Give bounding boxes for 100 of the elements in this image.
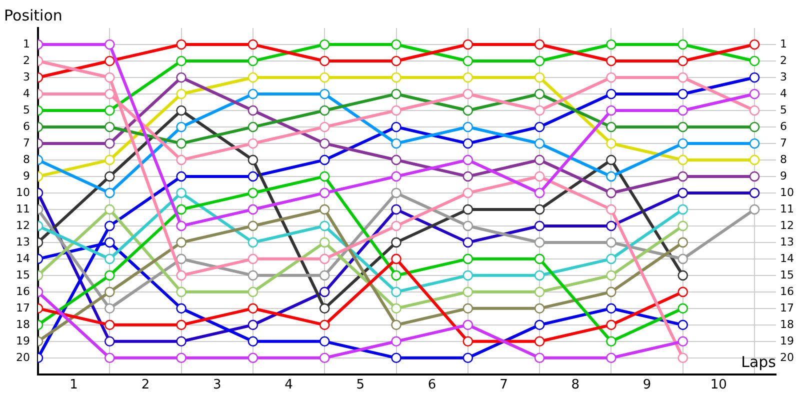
y2-tick-label: 17 <box>780 301 794 314</box>
point <box>391 72 402 83</box>
point <box>391 352 402 364</box>
point <box>678 171 688 182</box>
y-tick-label: 15 <box>16 268 30 282</box>
point <box>534 336 545 347</box>
point <box>319 204 330 215</box>
point <box>104 72 115 83</box>
point <box>678 138 688 149</box>
point <box>248 88 258 100</box>
point <box>319 254 330 264</box>
point <box>248 254 258 264</box>
point <box>176 154 186 166</box>
point <box>606 286 616 298</box>
point <box>104 270 115 281</box>
y2-tick-label: 7 <box>780 136 788 150</box>
point <box>462 154 474 166</box>
y-tick-label: 2 <box>22 54 30 67</box>
point <box>391 270 402 281</box>
y-tick-label: 12 <box>16 218 30 232</box>
point <box>606 336 616 347</box>
point <box>319 320 330 330</box>
point <box>176 270 186 281</box>
point <box>104 56 115 66</box>
point <box>319 336 330 347</box>
point <box>104 254 115 264</box>
point <box>606 122 616 132</box>
point <box>176 237 186 248</box>
y2-tick-label: 20 <box>780 350 794 364</box>
point <box>319 303 330 314</box>
y2-tick-label: 12 <box>780 218 794 232</box>
point <box>462 237 474 248</box>
point <box>678 254 688 264</box>
y2-tick-label: 2 <box>780 54 788 67</box>
x-tick-label: 1 <box>70 378 78 393</box>
y-tick-label: 8 <box>22 152 30 166</box>
point <box>606 303 616 314</box>
point <box>606 72 616 83</box>
point <box>176 352 186 364</box>
point <box>104 286 115 298</box>
point <box>606 56 616 66</box>
point <box>176 56 186 66</box>
point <box>104 188 115 198</box>
point <box>104 154 115 166</box>
point <box>319 122 330 132</box>
point <box>534 270 545 281</box>
point <box>176 204 186 215</box>
point <box>391 286 402 298</box>
point <box>606 188 616 198</box>
point <box>606 254 616 264</box>
point <box>462 105 474 116</box>
y-tick-label: 3 <box>22 70 30 84</box>
point <box>606 88 616 100</box>
point <box>248 352 258 364</box>
point <box>104 122 115 132</box>
point <box>462 138 474 149</box>
point <box>248 122 258 132</box>
point <box>678 220 688 232</box>
y-tick-label: 13 <box>16 235 30 248</box>
point <box>678 320 688 330</box>
point <box>319 286 330 298</box>
point <box>678 188 688 198</box>
y2-tick-label: 9 <box>780 169 788 182</box>
y-tick-label: 4 <box>22 86 30 100</box>
point <box>534 188 545 198</box>
point <box>391 39 402 50</box>
point <box>319 352 330 364</box>
point <box>104 171 115 182</box>
y-tick-label: 16 <box>16 284 30 298</box>
point <box>319 220 330 232</box>
x-tick-label: 7 <box>500 378 508 393</box>
point <box>534 320 545 330</box>
point <box>391 154 402 166</box>
point <box>678 122 688 132</box>
y-tick-label: 18 <box>16 318 30 331</box>
point <box>176 320 186 330</box>
y-tick-label: 9 <box>22 169 30 182</box>
point <box>749 154 760 166</box>
point <box>104 105 115 116</box>
point <box>104 336 115 347</box>
point <box>248 171 258 182</box>
point <box>391 56 402 66</box>
point <box>319 270 330 281</box>
x-tick-label: 6 <box>428 378 436 393</box>
point <box>534 154 545 166</box>
point <box>104 220 115 232</box>
point <box>462 56 474 66</box>
x-axis-title: Laps <box>741 352 776 371</box>
point <box>678 154 688 166</box>
point <box>534 286 545 298</box>
point <box>248 72 258 83</box>
point <box>606 320 616 330</box>
y2-tick-label: 15 <box>780 268 794 282</box>
point <box>319 237 330 248</box>
point <box>248 237 258 248</box>
point <box>319 39 330 50</box>
point <box>391 254 402 264</box>
point <box>534 237 545 248</box>
point <box>749 138 760 149</box>
x-tick-label: 10 <box>710 378 727 393</box>
